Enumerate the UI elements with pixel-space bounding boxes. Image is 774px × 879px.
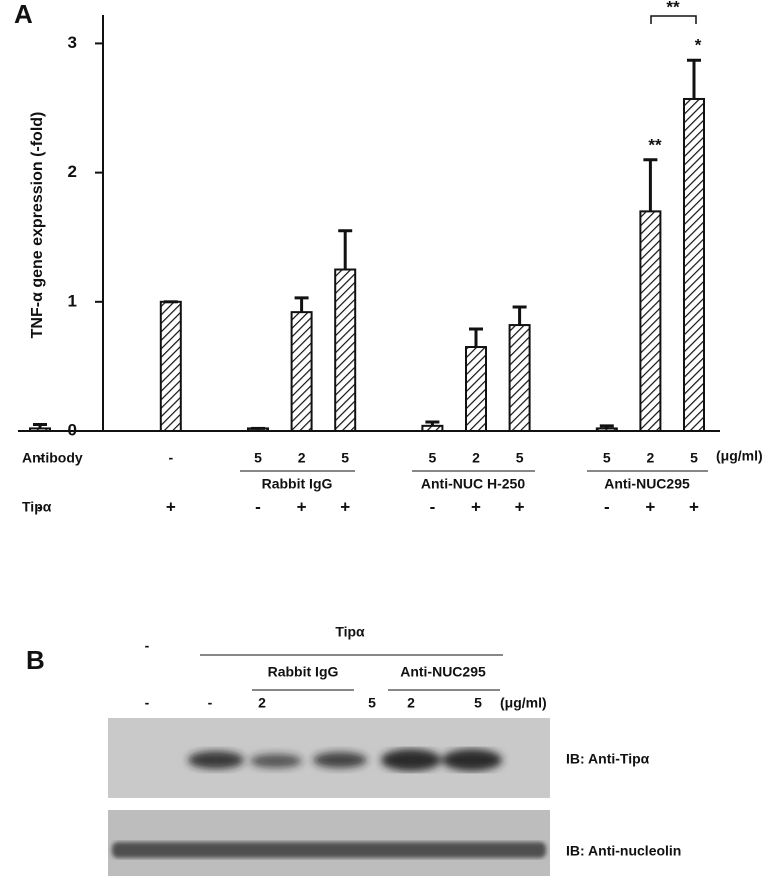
- antibody-label: -: [38, 450, 43, 466]
- y-tick-label: 3: [68, 33, 77, 52]
- tipa-label: +: [645, 497, 655, 516]
- tipa-label: +: [297, 497, 307, 516]
- panel-label: A: [14, 0, 33, 29]
- blot-top: [108, 718, 550, 798]
- blot-bottom: [108, 810, 550, 876]
- antibody-label: 2: [647, 450, 655, 466]
- antibody-label: 5: [254, 450, 262, 466]
- significance: **: [666, 0, 680, 16]
- bar: [421, 424, 444, 433]
- tipa-label: +: [515, 497, 525, 516]
- blot-label: IB: Anti-Tipα: [566, 751, 650, 767]
- tipa-label: -: [604, 497, 610, 516]
- row-label: Antibody: [22, 450, 83, 466]
- antibody-label: 5: [429, 450, 437, 466]
- significance: *: [695, 35, 702, 54]
- group-label: Anti-NUC295: [400, 664, 486, 680]
- y-tick-label: 2: [68, 162, 77, 181]
- error-bar: [469, 327, 483, 348]
- antibody-label: 2: [472, 450, 480, 466]
- lane-label: 5: [368, 695, 376, 711]
- tipa-label: +: [471, 497, 481, 516]
- unit-label: (μg/ml): [500, 695, 547, 711]
- blot-label: IB: Anti-nucleolin: [566, 843, 681, 859]
- bar: [595, 427, 618, 432]
- panel-label: B: [26, 645, 45, 675]
- antibody-label: 5: [341, 450, 349, 466]
- tipa-label: +: [340, 497, 350, 516]
- lane-label: 2: [407, 695, 415, 711]
- tipa-label: -: [37, 497, 43, 516]
- bar: [465, 346, 487, 432]
- row-label: Tipα: [22, 499, 52, 515]
- lane-label: 2: [258, 695, 266, 711]
- y-tick-label: 0: [68, 420, 77, 439]
- bar: [334, 268, 357, 432]
- bar: [29, 427, 51, 432]
- y-axis-label: TNF-α gene expression (-fold): [29, 112, 46, 339]
- tipa-label: +: [689, 497, 699, 516]
- antibody-label: 2: [298, 450, 306, 466]
- error-bar: [33, 423, 47, 429]
- tipa-label: +: [166, 497, 176, 516]
- unit-label: (μg/ml): [716, 448, 763, 464]
- tipa-label: -: [255, 497, 261, 516]
- error-bar: [425, 420, 440, 426]
- error-bar: [512, 305, 527, 326]
- y-tick-label: 1: [68, 291, 77, 310]
- tipa-label: -: [430, 497, 436, 516]
- group-label: Rabbit IgG: [268, 664, 339, 680]
- treatment-label: Tipα: [335, 624, 365, 640]
- antibody-label: 5: [516, 450, 524, 466]
- group-label: Anti-NUC295: [604, 476, 690, 492]
- lane-label: -: [208, 695, 213, 711]
- antibody-label: 5: [690, 450, 698, 466]
- lane-label: -: [145, 695, 150, 711]
- group-label: Rabbit IgG: [262, 476, 333, 492]
- error-bar: [643, 158, 658, 212]
- antibody-label: -: [168, 450, 173, 466]
- bar: [290, 311, 313, 432]
- bar: [159, 300, 182, 433]
- bar: [508, 324, 531, 432]
- bar: [683, 97, 705, 432]
- lane-label: -: [145, 638, 150, 654]
- error-bar: [599, 424, 614, 429]
- group-label: Anti-NUC H-250: [421, 476, 525, 492]
- lane-label: 5: [474, 695, 482, 711]
- bar: [639, 210, 662, 432]
- error-bar: [338, 229, 353, 270]
- error-bar: [687, 58, 701, 99]
- antibody-label: 5: [603, 450, 611, 466]
- error-bar: [294, 296, 309, 313]
- bracket: [650, 15, 697, 24]
- significance: **: [648, 135, 662, 154]
